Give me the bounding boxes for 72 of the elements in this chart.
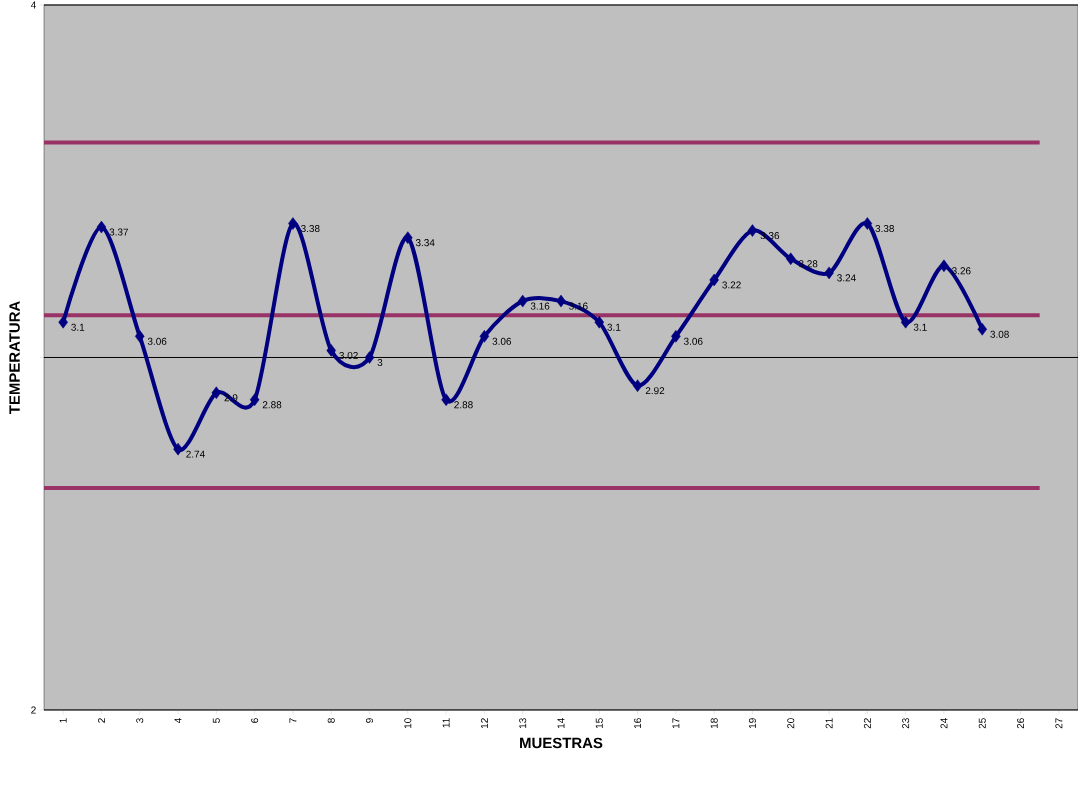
point <box>441 393 451 407</box>
data-label: 3.37 <box>109 228 129 236</box>
point <box>977 323 987 336</box>
point <box>135 330 145 343</box>
data-label: 3.06 <box>147 337 167 345</box>
x-tick-label: 2 <box>97 718 105 723</box>
x-tick-label: 8 <box>327 718 335 723</box>
data-label: 2.74 <box>186 450 205 458</box>
x-tick-label: 10 <box>404 718 412 729</box>
data-label: 2.92 <box>645 387 665 395</box>
point <box>288 217 298 230</box>
data-label: 2.88 <box>262 401 282 409</box>
point <box>900 315 911 329</box>
x-tick-label: 26 <box>1017 718 1025 729</box>
x-tick-label: 19 <box>748 718 756 729</box>
data-label: 3.34 <box>415 239 435 247</box>
x-tick-label: 7 <box>289 718 297 723</box>
data-label: 3 <box>377 358 383 367</box>
data-label: 3.24 <box>837 274 856 282</box>
x-tick-label: 24 <box>940 718 948 729</box>
point <box>862 217 873 230</box>
x-tick-label: 3 <box>136 718 144 723</box>
x-tick-label: 17 <box>672 718 680 729</box>
data-label: 3.1 <box>71 323 85 331</box>
data-label: 3.06 <box>683 337 703 345</box>
data-label: 3.16 <box>530 302 550 310</box>
point <box>824 266 834 280</box>
x-tick-label: 13 <box>519 718 527 729</box>
x-tick-label: 18 <box>710 718 718 729</box>
x-tick-label: 22 <box>863 718 871 729</box>
data-label: 3.26 <box>952 267 971 275</box>
data-label: 2.88 <box>454 401 473 409</box>
x-tick-label: 15 <box>595 718 603 729</box>
point <box>709 273 719 287</box>
point <box>671 330 681 343</box>
point <box>939 259 949 273</box>
x-tick-label: 6 <box>251 718 259 723</box>
point <box>632 379 643 392</box>
point <box>326 344 336 357</box>
x-tick-label: 23 <box>902 718 910 729</box>
y-axis-title: TEMPERATURA <box>9 301 20 415</box>
point <box>786 252 796 266</box>
x-tick-label: 21 <box>825 718 833 729</box>
point <box>479 330 490 343</box>
data-label: 3.22 <box>722 281 741 289</box>
x-tick-label: 4 <box>174 718 182 724</box>
x-tick-label: 9 <box>365 718 374 723</box>
x-tick-label: 27 <box>1055 718 1063 729</box>
x-tick-label: 25 <box>978 718 986 729</box>
data-label: 3.06 <box>492 337 512 345</box>
point <box>96 220 107 234</box>
data-label: 3.38 <box>875 225 895 233</box>
point <box>249 393 260 407</box>
point <box>58 315 68 329</box>
x-tick-label: 14 <box>557 718 565 729</box>
point <box>556 294 566 308</box>
point <box>403 231 413 244</box>
data-label: 3.08 <box>990 330 1009 338</box>
x-tick-label: 5 <box>212 718 220 723</box>
point <box>364 351 375 364</box>
data-label: 3.1 <box>607 323 621 331</box>
point <box>594 315 605 329</box>
x-tick-label: 16 <box>634 718 642 729</box>
data-label: 3.1 <box>913 323 927 331</box>
data-label: 3.38 <box>301 225 320 233</box>
x-tick-label: 20 <box>787 718 795 729</box>
x-tick-label: 12 <box>480 718 488 729</box>
x-tick-label: 1 <box>59 718 67 723</box>
x-tick-label: 11 <box>442 718 450 728</box>
point <box>173 442 183 456</box>
x-axis-title: MUESTRAS <box>520 737 603 749</box>
point <box>517 294 528 308</box>
